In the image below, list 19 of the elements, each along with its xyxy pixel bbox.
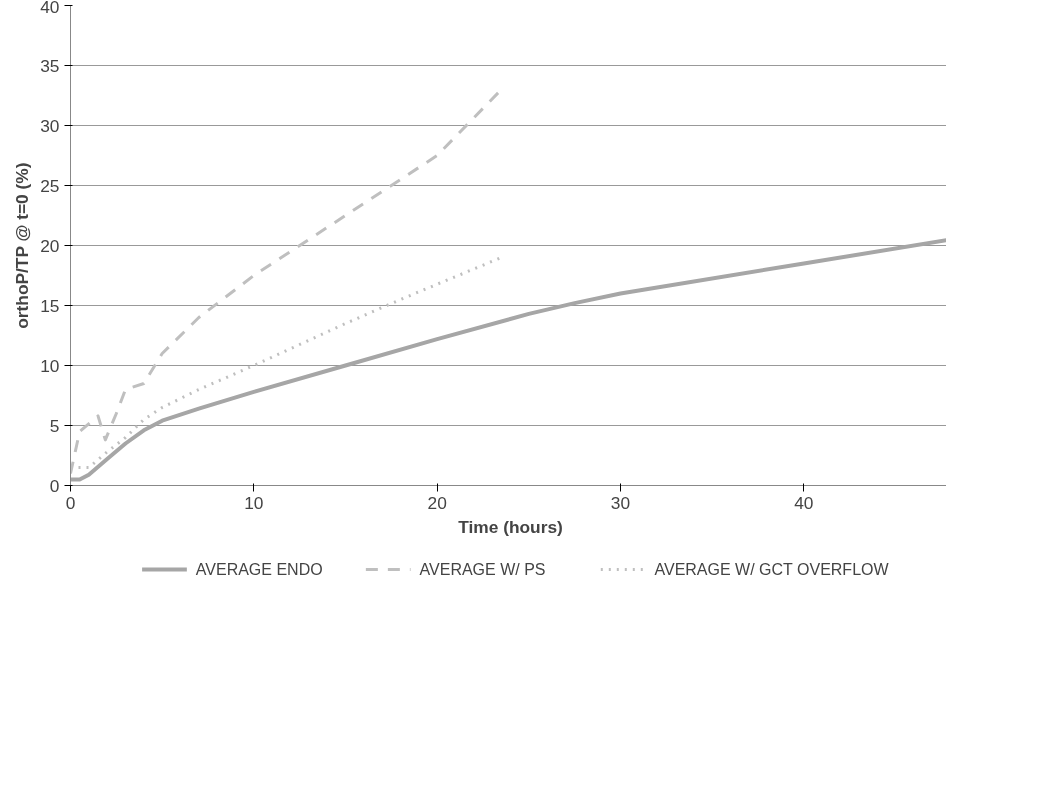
x-tick-label: 20: [427, 492, 447, 513]
legend-label: AVERAGE W/ GCT OVERFLOW: [654, 561, 890, 578]
x-axis-title: Time (hours): [458, 516, 563, 537]
y-tick-label: 15: [40, 295, 60, 316]
legend-label: AVERAGE ENDO: [195, 561, 323, 578]
x-tick-label: 10: [244, 492, 264, 513]
y-axis-title: orthoP/TP @ t=0 (%): [12, 162, 33, 329]
x-tick-label: 30: [610, 492, 631, 513]
x-tick-label: 40: [794, 492, 814, 513]
y-tick-label: 0: [49, 475, 60, 496]
y-tick-label: 25: [40, 175, 60, 196]
y-tick-label: 5: [49, 415, 60, 436]
y-tick-label: 35: [40, 55, 60, 76]
x-tick-label: 0: [65, 492, 76, 513]
legend-label: AVERAGE W/ PS: [419, 561, 546, 578]
y-tick-label: 10: [40, 355, 60, 376]
y-tick-label: 20: [40, 235, 60, 256]
y-tick-label: 30: [40, 115, 60, 136]
y-tick-label: 40: [40, 0, 60, 17]
